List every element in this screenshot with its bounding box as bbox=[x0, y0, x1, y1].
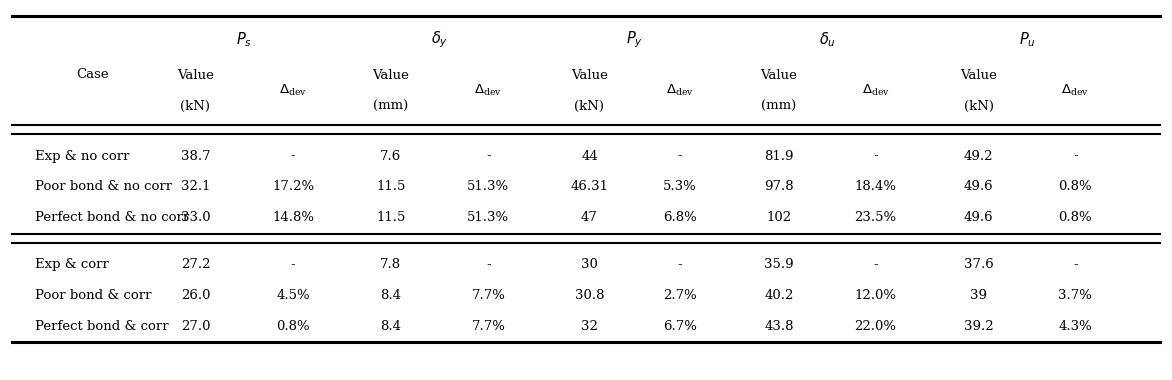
Text: 6.7%: 6.7% bbox=[663, 320, 697, 332]
Text: 26.0: 26.0 bbox=[180, 289, 210, 302]
Text: (kN): (kN) bbox=[963, 100, 994, 112]
Text: 23.5%: 23.5% bbox=[854, 211, 897, 223]
Text: 51.3%: 51.3% bbox=[468, 180, 510, 193]
Text: Value: Value bbox=[571, 69, 608, 82]
Text: 14.8%: 14.8% bbox=[272, 211, 314, 223]
Text: 4.5%: 4.5% bbox=[277, 289, 309, 302]
Text: $P_s$: $P_s$ bbox=[237, 30, 252, 49]
Text: 51.3%: 51.3% bbox=[468, 211, 510, 223]
Text: 40.2: 40.2 bbox=[764, 289, 793, 302]
Text: Value: Value bbox=[373, 69, 409, 82]
Text: 22.0%: 22.0% bbox=[854, 320, 897, 332]
Text: 7.7%: 7.7% bbox=[471, 320, 505, 332]
Text: -: - bbox=[677, 149, 682, 163]
Text: $\Delta_{\mathregular{dev}}$: $\Delta_{\mathregular{dev}}$ bbox=[1062, 83, 1089, 98]
Text: (kN): (kN) bbox=[574, 100, 605, 112]
Text: 7.6: 7.6 bbox=[380, 149, 401, 163]
Text: Value: Value bbox=[177, 69, 214, 82]
Text: 46.31: 46.31 bbox=[571, 180, 608, 193]
Text: Perfect bond & corr: Perfect bond & corr bbox=[35, 320, 169, 332]
Text: 97.8: 97.8 bbox=[764, 180, 793, 193]
Text: Poor bond & no corr: Poor bond & no corr bbox=[35, 180, 172, 193]
Text: 3.7%: 3.7% bbox=[1058, 289, 1092, 302]
Text: 18.4%: 18.4% bbox=[854, 180, 897, 193]
Text: 33.0: 33.0 bbox=[180, 211, 210, 223]
Text: 17.2%: 17.2% bbox=[272, 180, 314, 193]
Text: (mm): (mm) bbox=[762, 100, 797, 112]
Text: 27.0: 27.0 bbox=[180, 320, 210, 332]
Text: -: - bbox=[291, 149, 295, 163]
Text: 11.5: 11.5 bbox=[376, 180, 406, 193]
Text: $\Delta_{\mathregular{dev}}$: $\Delta_{\mathregular{dev}}$ bbox=[861, 83, 890, 98]
Text: Value: Value bbox=[761, 69, 797, 82]
Text: -: - bbox=[486, 149, 491, 163]
Text: 4.3%: 4.3% bbox=[1058, 320, 1092, 332]
Text: 35.9: 35.9 bbox=[764, 258, 793, 271]
Text: 43.8: 43.8 bbox=[764, 320, 793, 332]
Text: 30: 30 bbox=[581, 258, 598, 271]
Text: 49.6: 49.6 bbox=[965, 180, 994, 193]
Text: 32.1: 32.1 bbox=[180, 180, 210, 193]
Text: $\Delta_{\mathregular{dev}}$: $\Delta_{\mathregular{dev}}$ bbox=[666, 83, 694, 98]
Text: 37.6: 37.6 bbox=[963, 258, 994, 271]
Text: 44: 44 bbox=[581, 149, 598, 163]
Text: $\Delta_{\mathregular{dev}}$: $\Delta_{\mathregular{dev}}$ bbox=[475, 83, 503, 98]
Text: 0.8%: 0.8% bbox=[1058, 180, 1092, 193]
Text: 39.2: 39.2 bbox=[965, 320, 994, 332]
Text: 8.4: 8.4 bbox=[380, 289, 401, 302]
Text: -: - bbox=[873, 149, 878, 163]
Text: -: - bbox=[486, 258, 491, 271]
Text: 32: 32 bbox=[581, 320, 598, 332]
Text: 39: 39 bbox=[970, 289, 987, 302]
Text: Perfect bond & no corr: Perfect bond & no corr bbox=[35, 211, 189, 223]
Text: $P_y$: $P_y$ bbox=[626, 29, 643, 50]
Text: Poor bond & corr: Poor bond & corr bbox=[35, 289, 151, 302]
Text: Exp & no corr: Exp & no corr bbox=[35, 149, 129, 163]
Text: -: - bbox=[677, 258, 682, 271]
Text: 0.8%: 0.8% bbox=[277, 320, 309, 332]
Text: (kN): (kN) bbox=[180, 100, 211, 112]
Text: 38.7: 38.7 bbox=[180, 149, 210, 163]
Text: 7.8: 7.8 bbox=[380, 258, 401, 271]
Text: $\delta_u$: $\delta_u$ bbox=[819, 30, 836, 49]
Text: -: - bbox=[873, 258, 878, 271]
Text: $P_u$: $P_u$ bbox=[1018, 30, 1036, 49]
Text: (mm): (mm) bbox=[373, 100, 408, 112]
Text: -: - bbox=[1074, 149, 1077, 163]
Text: 49.2: 49.2 bbox=[965, 149, 994, 163]
Text: 11.5: 11.5 bbox=[376, 211, 406, 223]
Text: 7.7%: 7.7% bbox=[471, 289, 505, 302]
Text: Case: Case bbox=[76, 68, 109, 81]
Text: -: - bbox=[291, 258, 295, 271]
Text: Value: Value bbox=[960, 69, 997, 82]
Text: 102: 102 bbox=[766, 211, 791, 223]
Text: $\delta_y$: $\delta_y$ bbox=[431, 29, 448, 50]
Text: 2.7%: 2.7% bbox=[663, 289, 697, 302]
Text: 0.8%: 0.8% bbox=[1058, 211, 1092, 223]
Text: 8.4: 8.4 bbox=[380, 320, 401, 332]
Text: $\Delta_{\mathregular{dev}}$: $\Delta_{\mathregular{dev}}$ bbox=[279, 83, 307, 98]
Text: 47: 47 bbox=[581, 211, 598, 223]
Text: 81.9: 81.9 bbox=[764, 149, 793, 163]
Text: Exp & corr: Exp & corr bbox=[35, 258, 109, 271]
Text: 5.3%: 5.3% bbox=[663, 180, 697, 193]
Text: 27.2: 27.2 bbox=[180, 258, 210, 271]
Text: -: - bbox=[1074, 258, 1077, 271]
Text: 6.8%: 6.8% bbox=[663, 211, 697, 223]
Text: 30.8: 30.8 bbox=[574, 289, 605, 302]
Text: 12.0%: 12.0% bbox=[854, 289, 897, 302]
Text: 49.6: 49.6 bbox=[965, 211, 994, 223]
